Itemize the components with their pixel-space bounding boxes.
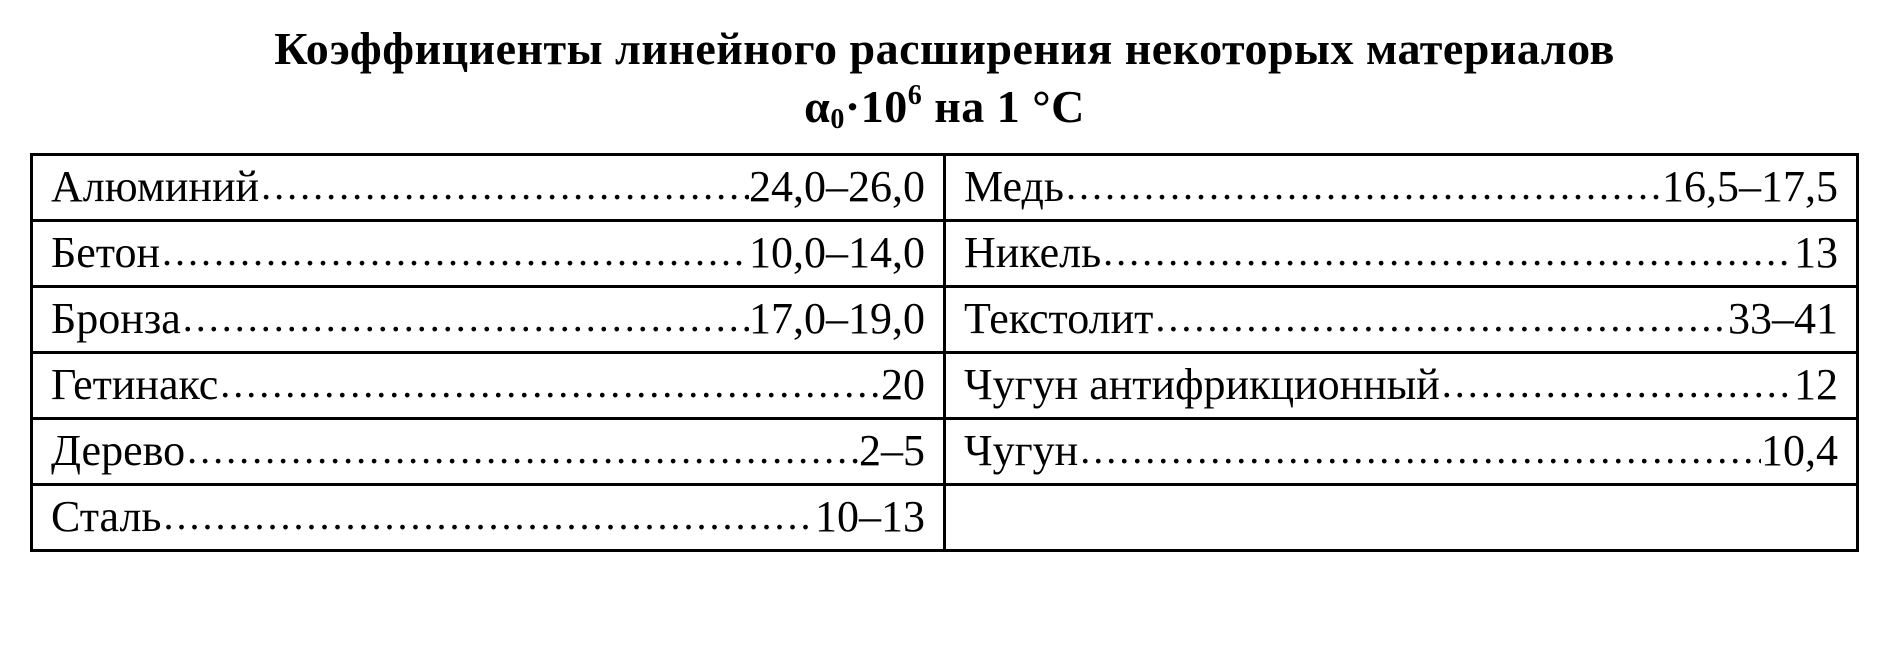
leader-dots: ........................................… <box>1101 232 1794 272</box>
leader-dots: ........................................… <box>1064 166 1662 206</box>
material-name: Бронза <box>51 297 181 341</box>
material-value: 17,0–19,0 <box>749 297 925 341</box>
material-value: 10,4 <box>1761 429 1838 473</box>
material-name: Никель <box>964 231 1101 275</box>
material-value: 10–13 <box>815 495 925 539</box>
leader-dots: ........................................… <box>161 496 815 536</box>
title-line-1: Коэффициенты линейного расширения некото… <box>274 23 1615 74</box>
material-entry: Бронза..................................… <box>51 297 925 341</box>
material-entry: Алюминий................................… <box>51 165 925 209</box>
table-row: Бетон...................................… <box>32 221 1858 287</box>
material-name: Чугун антифрикционный <box>964 363 1440 407</box>
leader-dots: ........................................… <box>1153 298 1728 338</box>
table-cell: Чугун...................................… <box>945 419 1858 485</box>
table-cell: Гетинакс................................… <box>32 353 945 419</box>
table-cell: Медь....................................… <box>945 155 1858 221</box>
material-entry: Чугун...................................… <box>964 429 1838 473</box>
material-name: Текстолит <box>964 297 1153 341</box>
table-row: Алюминий................................… <box>32 155 1858 221</box>
table-cell: Бронза..................................… <box>32 287 945 353</box>
materials-table: Алюминий................................… <box>30 153 1859 552</box>
table-cell: Никель..................................… <box>945 221 1858 287</box>
material-value: 12 <box>1794 363 1838 407</box>
table-cell: Бетон...................................… <box>32 221 945 287</box>
table-row: Бронза..................................… <box>32 287 1858 353</box>
table-row: Сталь...................................… <box>32 485 1858 551</box>
table-row: Дерево..................................… <box>32 419 1858 485</box>
material-value: 20 <box>881 363 925 407</box>
material-name: Медь <box>964 165 1064 209</box>
material-entry: Никель..................................… <box>964 231 1838 275</box>
table-cell: Текстолит...............................… <box>945 287 1858 353</box>
material-name: Чугун <box>964 429 1078 473</box>
leader-dots: ........................................… <box>1078 430 1761 470</box>
leader-dots: ........................................… <box>181 298 749 338</box>
material-entry: Сталь...................................… <box>51 495 925 539</box>
leader-dots: ........................................… <box>218 364 881 404</box>
material-name: Бетон <box>51 231 160 275</box>
material-name: Дерево <box>51 429 185 473</box>
title-line-2: α0·106 на 1 °C <box>30 78 1859 136</box>
material-value: 24,0–26,0 <box>749 165 925 209</box>
leader-dots: ........................................… <box>185 430 859 470</box>
material-value: 2–5 <box>859 429 925 473</box>
leader-dots: ........................................… <box>1440 364 1794 404</box>
material-entry: Дерево..................................… <box>51 429 925 473</box>
material-entry: Гетинакс................................… <box>51 363 925 407</box>
table-cell: Чугун антифрикционный...................… <box>945 353 1858 419</box>
leader-dots: ........................................… <box>259 166 749 206</box>
table-cell: Дерево..................................… <box>32 419 945 485</box>
leader-dots: ........................................… <box>160 232 749 272</box>
material-entry: Текстолит...............................… <box>964 297 1838 341</box>
page-title: Коэффициенты линейного расширения некото… <box>30 20 1859 135</box>
table-cell <box>945 485 1858 551</box>
table-row: Гетинакс................................… <box>32 353 1858 419</box>
material-name: Сталь <box>51 495 161 539</box>
material-entry: Чугун антифрикционный...................… <box>964 363 1838 407</box>
material-value: 16,5–17,5 <box>1662 165 1838 209</box>
page: Коэффициенты линейного расширения некото… <box>0 0 1889 651</box>
material-name: Гетинакс <box>51 363 218 407</box>
material-value: 10,0–14,0 <box>749 231 925 275</box>
material-name: Алюминий <box>51 165 259 209</box>
material-value: 33–41 <box>1728 297 1838 341</box>
material-entry: Медь....................................… <box>964 165 1838 209</box>
material-entry: Бетон...................................… <box>51 231 925 275</box>
table-cell: Алюминий................................… <box>32 155 945 221</box>
material-value: 13 <box>1794 231 1838 275</box>
table-cell: Сталь...................................… <box>32 485 945 551</box>
materials-table-body: Алюминий................................… <box>32 155 1858 551</box>
